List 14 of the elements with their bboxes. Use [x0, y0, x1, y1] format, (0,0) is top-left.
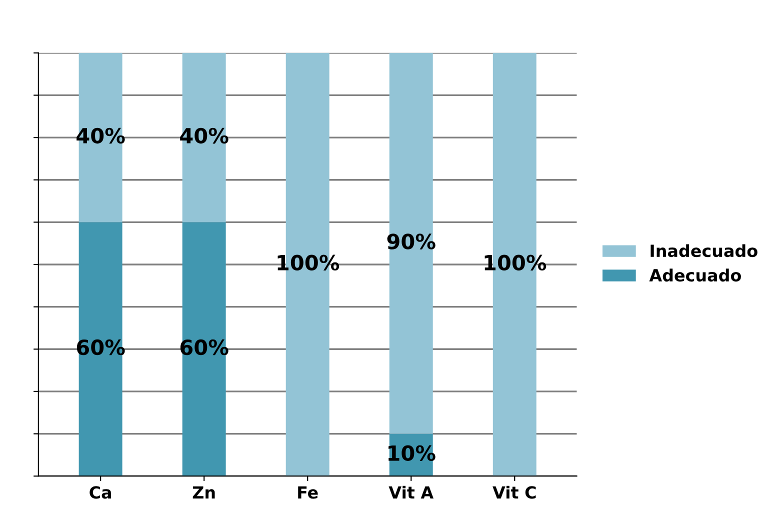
- data-label: 40%: [76, 128, 125, 144]
- x-tick-label: Ca: [90, 486, 111, 499]
- data-label: 100%: [278, 254, 340, 271]
- x-tick-label: Fe: [298, 486, 318, 499]
- data-label: 90%: [387, 234, 436, 250]
- x-tick-label: Vit A: [388, 486, 434, 498]
- legend-label: Adecuado: [649, 268, 741, 282]
- x-tick-label: Vit C: [492, 486, 536, 499]
- data-label: 40%: [180, 128, 228, 144]
- data-label: 100%: [484, 254, 546, 271]
- data-label: 60%: [76, 339, 125, 356]
- data-label: 60%: [180, 339, 228, 356]
- x-tick-label: Zn: [192, 486, 215, 498]
- legend-label: Inadecuado: [650, 244, 758, 258]
